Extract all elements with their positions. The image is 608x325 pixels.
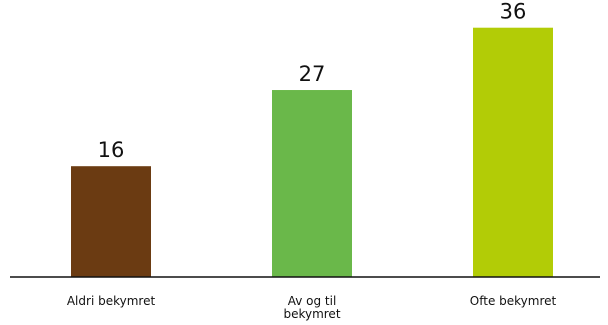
category-labels-group: Aldri bekymret Av og til bekymret Ofte beky… bbox=[67, 294, 557, 321]
category-label-0: Aldri bekymret bbox=[67, 294, 156, 308]
category-label-1: Av og til bekymret bbox=[283, 294, 340, 321]
bar-2 bbox=[473, 27, 553, 278]
value-label-1: 27 bbox=[299, 62, 326, 86]
bars-group bbox=[71, 27, 553, 278]
value-label-0: 16 bbox=[98, 138, 125, 162]
category-label-2: Ofte bekymret bbox=[470, 294, 557, 308]
value-label-2: 36 bbox=[500, 0, 527, 24]
value-labels-group: 16 27 36 bbox=[98, 0, 527, 162]
bar-1 bbox=[272, 90, 352, 278]
bar-0 bbox=[71, 166, 151, 277]
